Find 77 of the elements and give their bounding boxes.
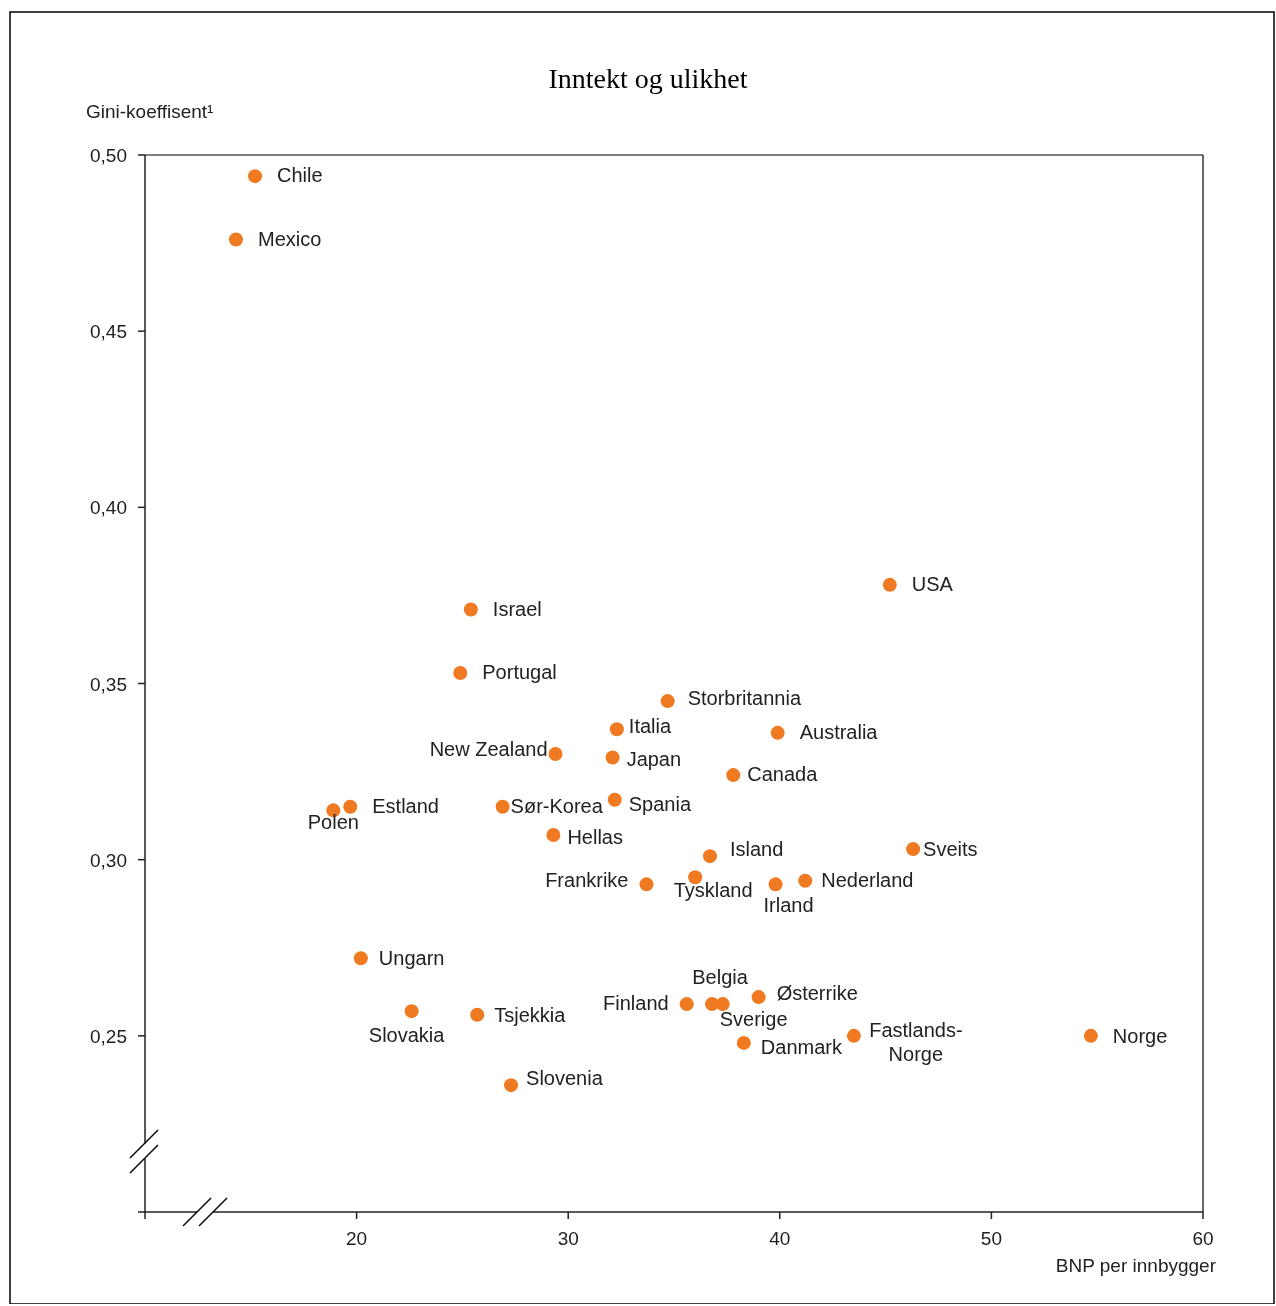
annotation: Sverige (719, 1008, 788, 1031)
annotation: Polen (307, 811, 359, 834)
point (846, 1028, 861, 1043)
point (726, 768, 741, 783)
annotation: Island (729, 838, 784, 861)
annotation: Australia (799, 720, 879, 743)
point (228, 232, 243, 247)
annotation: Tsjekkia (494, 1003, 567, 1026)
point (736, 1035, 751, 1050)
point (605, 750, 620, 765)
annotation: Norge (1112, 1024, 1168, 1047)
annotation: Sør-Korea (510, 794, 604, 817)
y-tick-label: 0,50 (90, 145, 127, 166)
point (504, 1078, 519, 1093)
annotation: Østerrike (776, 982, 858, 1005)
annotation: Italia (628, 715, 672, 738)
annotation: Finland (603, 992, 669, 1015)
point (715, 997, 730, 1012)
annotation: Canada (747, 763, 819, 786)
point (463, 602, 478, 617)
point (882, 577, 897, 592)
annotation: Chile (277, 164, 323, 187)
y-tick-label: 0,45 (90, 321, 127, 343)
annotation: Hellas (567, 826, 623, 848)
annotation: Fastlands-Norge (869, 1018, 963, 1065)
annotation: Israel (492, 597, 542, 620)
annotation: New Zealand (429, 737, 548, 760)
annotation: Spania (628, 792, 692, 815)
y-axis-title: Gini-koeffisent¹ (86, 101, 214, 122)
point (660, 694, 675, 709)
annotation: Mexico (257, 227, 322, 250)
point (906, 842, 921, 857)
point (548, 746, 563, 761)
point (607, 792, 622, 807)
point (353, 951, 368, 966)
annotation: Ungarn (378, 947, 445, 970)
annotation: Frankrike (545, 869, 629, 892)
y-tick-label: 0,25 (90, 1025, 127, 1047)
point (404, 1004, 419, 1019)
x-tick-label: 40 (769, 1228, 791, 1249)
annotation: Estland (372, 794, 439, 817)
y-tick-label: 0,35 (90, 673, 127, 695)
point (1083, 1028, 1098, 1043)
annotation: Tyskland (673, 879, 753, 902)
point (343, 799, 358, 814)
y-tick-label: 0,30 (90, 849, 127, 871)
point (470, 1007, 485, 1022)
annotation: Slovenia (526, 1067, 604, 1090)
annotation: Sveits (923, 838, 978, 861)
point (495, 799, 510, 814)
point (768, 877, 783, 892)
annotation: Nederland (821, 868, 914, 891)
x-axis-title: BNP per innbygger (1055, 1255, 1217, 1276)
y-tick-label: 0,40 (90, 497, 127, 519)
x-tick-label: 50 (980, 1228, 1002, 1249)
point (770, 725, 785, 740)
x-tick-label: 20 (346, 1228, 368, 1249)
point (679, 997, 694, 1012)
annotation: Slovakia (368, 1024, 446, 1047)
point (546, 828, 561, 842)
annotation: Japan (626, 748, 682, 771)
annotation: USA (911, 572, 954, 595)
annotation: Storbritannia (687, 687, 802, 710)
annotation: Danmark (760, 1035, 843, 1058)
point (639, 877, 654, 892)
annotation: Belgia (692, 966, 749, 989)
point (248, 169, 263, 184)
annotation: Portugal (482, 660, 557, 683)
point (751, 990, 766, 1005)
point (453, 665, 468, 680)
point (798, 873, 813, 888)
x-tick-label: 30 (557, 1228, 579, 1249)
chart-title: Inntekt og ulikhet (548, 63, 748, 94)
annotation: Irland (763, 894, 814, 917)
point (609, 722, 624, 737)
point (702, 849, 717, 864)
x-tick-label: 60 (1192, 1228, 1214, 1249)
